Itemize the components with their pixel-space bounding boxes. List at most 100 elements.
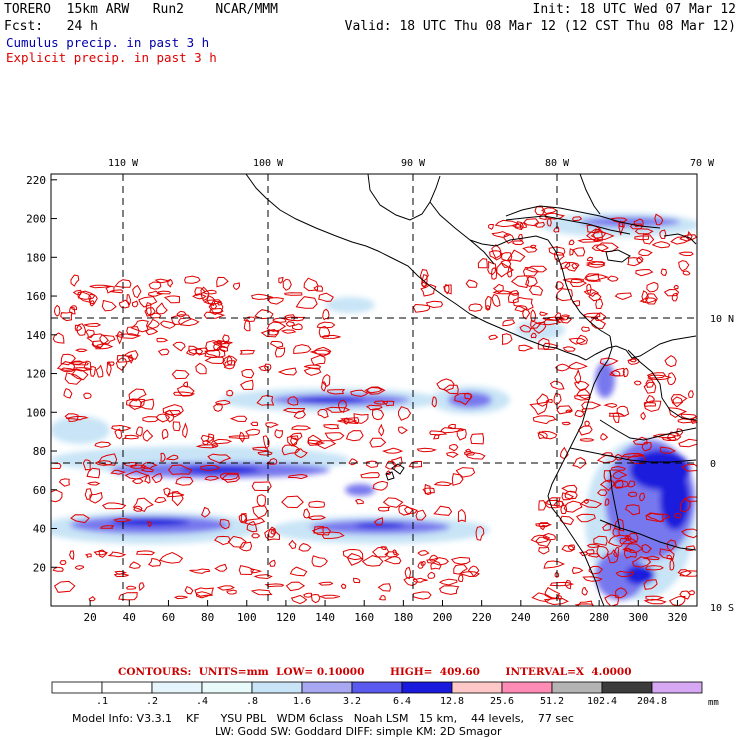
contour-loop: [307, 515, 327, 521]
contour-loop: [76, 323, 87, 336]
contour-loop: [293, 344, 312, 355]
contour-loop: [477, 258, 488, 269]
lon-label: 100 W: [253, 158, 284, 169]
contour-loop: [290, 594, 308, 605]
contour-loop: [467, 565, 480, 578]
contour-loop: [93, 550, 109, 556]
colorbar-tick-label: .2: [146, 696, 158, 707]
contour-loop: [165, 454, 179, 461]
contour-loop: [604, 498, 610, 506]
contour-loop: [489, 250, 504, 261]
x-tick-label: 100: [237, 611, 257, 624]
contour-loop: [269, 340, 284, 349]
contour-loop: [613, 546, 620, 557]
contour-loop: [492, 290, 513, 295]
contour-loop: [354, 498, 364, 505]
lat-label: 10 N: [710, 314, 734, 325]
contour-loop: [129, 398, 145, 410]
contour-loop: [455, 467, 476, 478]
contour-loop: [200, 464, 221, 471]
contour-loop: [56, 361, 76, 371]
colorbar-tick-label: 102.4: [587, 696, 617, 707]
contour-loop: [176, 310, 187, 318]
contour-loop: [522, 266, 539, 277]
contour-loop: [584, 420, 591, 427]
contour-loop: [71, 368, 89, 381]
contour-loop: [609, 369, 621, 377]
contour-loop: [86, 333, 110, 348]
contour-loop: [488, 224, 494, 230]
contour-loop: [342, 548, 364, 561]
y-tick-label: 60: [33, 484, 46, 497]
contour-loop: [443, 284, 452, 295]
explicit-precip-label: Explicit precip. in past 3 h: [6, 50, 217, 65]
contour-loop: [586, 543, 600, 549]
contour-loop: [253, 574, 273, 580]
contour-loop: [654, 213, 664, 226]
contour-loop: [164, 409, 182, 416]
contour-loop: [644, 401, 657, 407]
contour-loop: [602, 523, 612, 531]
contour-loop: [238, 513, 247, 523]
contour-loop: [243, 316, 256, 323]
contour-loop: [204, 348, 226, 358]
contour-loop: [639, 492, 646, 502]
contour-loop: [64, 413, 79, 422]
contour-loop: [579, 438, 595, 442]
contour-loop: [554, 571, 560, 578]
contour-loop: [671, 292, 678, 302]
contour-loop: [213, 402, 223, 412]
contour-loop: [536, 430, 558, 440]
contour-loop: [596, 454, 618, 464]
contour-loop: [127, 354, 134, 364]
contour-loop: [364, 386, 386, 395]
contour-loop: [537, 431, 548, 440]
contour-loop: [288, 539, 297, 550]
contour-loop: [311, 526, 331, 536]
contour-loop: [506, 265, 513, 278]
colorbar-tick-label: 51.2: [540, 696, 564, 707]
colorbar-swatch: [101, 681, 153, 694]
contour-loop: [126, 326, 140, 337]
contour-loop: [643, 555, 660, 561]
contour-loop: [417, 550, 430, 556]
contour-loop: [138, 582, 145, 592]
contour-loop: [512, 296, 534, 311]
contour-loop: [250, 421, 259, 427]
contour-loop: [74, 324, 83, 332]
contour-loop: [438, 578, 458, 586]
contour-loop: [503, 233, 515, 244]
contour-loop: [599, 357, 619, 367]
contour-loop: [373, 400, 388, 405]
contour-loop: [140, 398, 155, 410]
contour-loop: [485, 305, 491, 311]
contour-loop: [131, 478, 144, 485]
x-tick-label: 60: [162, 611, 175, 624]
contour-loop: [583, 499, 589, 505]
contour-loop: [63, 387, 73, 399]
contour-loop: [318, 581, 334, 586]
contour-loop: [638, 248, 653, 257]
contour-loop: [590, 230, 615, 240]
contour-loop: [110, 469, 127, 475]
contour-loop: [53, 580, 76, 593]
model-title: TORERO 15km ARW Run2 NCAR/MMM: [4, 2, 278, 17]
contour-loop: [681, 528, 697, 539]
contour-loop: [517, 233, 523, 242]
contour-loop: [204, 475, 220, 481]
contour-loop: [578, 551, 589, 557]
contour-loop: [643, 579, 658, 590]
contour-loop: [627, 491, 638, 498]
contour-loop: [228, 435, 250, 440]
contour-loop: [593, 535, 608, 546]
contour-loop: [642, 233, 655, 245]
contour-loop: [525, 276, 538, 287]
contour-loop: [278, 276, 284, 284]
contour-loop: [167, 278, 174, 288]
contour-loop: [616, 405, 630, 417]
contour-loop: [366, 460, 379, 468]
contour-loop: [641, 290, 649, 304]
contour-loop: [451, 473, 464, 486]
contour-loop: [561, 545, 576, 552]
contour-loop: [457, 574, 464, 583]
